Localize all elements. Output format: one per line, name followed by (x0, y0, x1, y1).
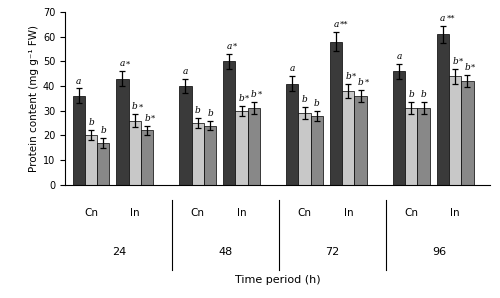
Bar (192, 123, 204, 185)
Text: 24: 24 (112, 247, 126, 257)
Bar (462, 81, 473, 185)
Bar (393, 71, 405, 185)
Text: a: a (183, 67, 188, 76)
Text: Cn: Cn (404, 208, 418, 218)
Text: Cn: Cn (298, 208, 312, 218)
Text: *: * (471, 64, 476, 72)
Text: b: b (408, 90, 414, 99)
Bar (97, 143, 110, 185)
Bar (449, 76, 462, 185)
Text: *: * (258, 91, 262, 99)
Text: a: a (290, 64, 295, 73)
Text: *: * (126, 60, 130, 68)
Text: **: ** (340, 21, 348, 29)
Bar (330, 41, 342, 185)
Bar (436, 34, 449, 185)
Bar (141, 131, 154, 185)
Text: b: b (144, 114, 150, 122)
Text: 72: 72 (326, 247, 340, 257)
Bar (236, 111, 248, 185)
Text: In: In (344, 208, 353, 218)
Text: b: b (207, 108, 213, 118)
Y-axis label: Protein content (mg g⁻¹ FW): Protein content (mg g⁻¹ FW) (28, 25, 38, 172)
Bar (310, 116, 323, 185)
Text: Time period (h): Time period (h) (234, 275, 320, 285)
Text: b: b (358, 78, 364, 87)
Bar (116, 79, 128, 185)
Text: *: * (233, 43, 237, 51)
Bar (354, 96, 367, 185)
Text: b: b (346, 72, 351, 80)
Text: b: b (464, 63, 470, 72)
Bar (85, 135, 97, 185)
Text: b: b (195, 106, 200, 115)
Text: b: b (88, 119, 94, 128)
Text: a: a (120, 59, 125, 68)
Text: b: b (302, 95, 308, 104)
Text: a: a (334, 20, 338, 29)
Text: a: a (396, 52, 402, 61)
Text: *: * (246, 95, 250, 103)
Bar (405, 108, 417, 185)
Text: b: b (420, 90, 426, 99)
Text: b: b (452, 57, 458, 66)
Text: *: * (352, 72, 356, 80)
Text: *: * (151, 114, 155, 122)
Text: **: ** (446, 15, 455, 23)
Text: 96: 96 (432, 247, 446, 257)
Bar (248, 108, 260, 185)
Text: Cn: Cn (191, 208, 205, 218)
Text: b: b (238, 94, 244, 103)
Bar (128, 121, 141, 185)
Bar (286, 83, 298, 185)
Text: b: b (100, 126, 106, 135)
Bar (418, 108, 430, 185)
Text: a: a (76, 77, 82, 86)
Text: a: a (226, 42, 232, 51)
Text: In: In (130, 208, 140, 218)
Text: b: b (314, 99, 320, 108)
Bar (72, 96, 85, 185)
Text: Cn: Cn (84, 208, 98, 218)
Text: *: * (459, 58, 463, 66)
Text: b: b (251, 90, 257, 99)
Bar (180, 86, 192, 185)
Bar (298, 113, 310, 185)
Bar (204, 125, 216, 185)
Bar (223, 61, 235, 185)
Text: In: In (237, 208, 246, 218)
Text: b: b (132, 103, 138, 111)
Text: 48: 48 (218, 247, 233, 257)
Text: In: In (450, 208, 460, 218)
Text: a: a (440, 13, 446, 23)
Bar (342, 91, 354, 185)
Text: *: * (364, 79, 368, 87)
Text: *: * (138, 103, 143, 111)
